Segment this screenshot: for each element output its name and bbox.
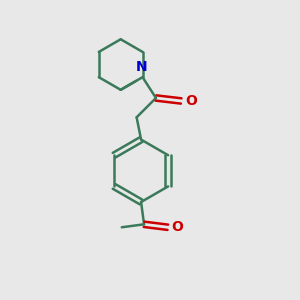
Text: O: O: [172, 220, 184, 234]
Text: N: N: [135, 60, 147, 74]
Text: O: O: [185, 94, 197, 108]
